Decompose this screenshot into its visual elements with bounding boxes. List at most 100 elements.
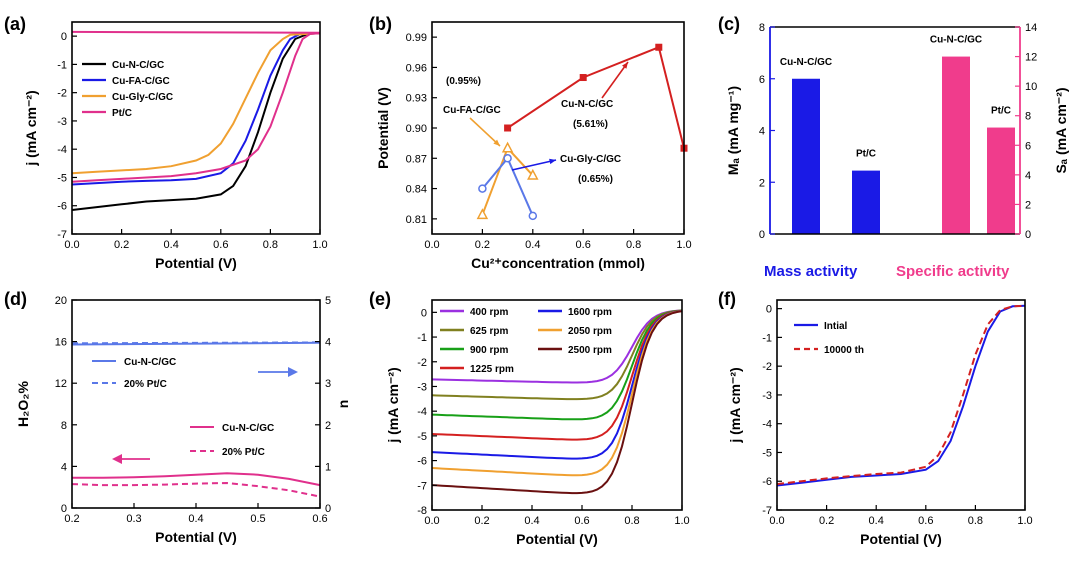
panel-a-ytick-label: -7: [57, 229, 67, 241]
panel-b-marker-triangle: [501, 141, 514, 153]
panel-e-ytick-label: -8: [417, 505, 427, 517]
panel-d-arrow-left-head: [112, 454, 122, 464]
panel-b-xtick-label: 0.8: [626, 239, 641, 251]
panel-b-annotation: Cu-FA-C/GC: [443, 105, 501, 116]
panel-e-legend-label: 2050 rpm: [568, 326, 612, 337]
panel-a-xlabel: Potential (V): [155, 255, 237, 271]
panel-label-d: (d): [4, 289, 27, 309]
panel-e-legend-label: 1600 rpm: [568, 307, 612, 318]
panel-f-ytick-label: 0: [766, 304, 772, 316]
panel-b-marker-square: [579, 74, 587, 82]
panel-b-ytick-label: 0.87: [406, 153, 427, 165]
panel-d-ytick-right-label: 5: [325, 295, 331, 307]
panel-b-arrow-orange: [469, 117, 501, 147]
panel-a-series-line: [71, 30, 321, 34]
panel-a-legend-label: Cu-Gly-C/GC: [112, 92, 173, 103]
panel-b-ytick-label: 0.81: [406, 214, 427, 226]
panel-e-ytick-label: -4: [417, 406, 427, 418]
panel-b-xlabel: Cu²⁺concentration (mmol): [471, 255, 645, 271]
panel-e-axes-frame: [431, 299, 683, 511]
panel-f-legend-label: 10000 th: [824, 345, 864, 356]
panel-f-series-line: [776, 304, 1026, 486]
panel-a-ytick-label: -5: [57, 172, 67, 184]
panel-f-xlabel: Potential (V): [860, 531, 942, 547]
panel-label-f: (f): [718, 289, 736, 309]
panel-e-legend-label: 900 rpm: [470, 345, 508, 356]
panel-e-series-line: [431, 309, 683, 401]
panel-d-ytick-label: 12: [55, 378, 67, 390]
panel-e-ytick-label: -7: [417, 480, 427, 492]
panel-d-series-line: [71, 481, 321, 498]
panel-e-ylabel: j (mA cm⁻²): [385, 367, 401, 443]
panel-a-series-line: [71, 32, 321, 183]
panel-f-xtick-label: 1.0: [1017, 515, 1032, 527]
panel-f-axes-frame: [776, 299, 1026, 511]
panel-b-ytick-label: 0.93: [406, 93, 427, 105]
panel-b-marker-circle: [503, 154, 512, 163]
caption-mass-activity: Mass activity: [764, 263, 858, 280]
panel-label-c: (c): [718, 14, 740, 34]
panel-d-ytick-right-label: 4: [325, 337, 331, 349]
panel-e-xtick-label: 0.4: [524, 515, 539, 527]
panel-e-series-line: [431, 309, 683, 460]
panel-b-series-line: [507, 45, 685, 149]
panel-label-b: (b): [369, 14, 392, 34]
panel-c-bar-label: Cu-N-C/GC: [780, 57, 832, 68]
panel-d-ytick-right-label: 3: [325, 378, 331, 390]
panel-d-ytick-label: 20: [55, 295, 67, 307]
panel-e-series-line: [431, 309, 683, 421]
panel-d-xtick-label: 0.3: [126, 513, 141, 525]
panel-c-ytick-right-label: 0: [1025, 229, 1031, 241]
panel-d-series-line: [72, 472, 321, 487]
panel-b-marker-triangle: [527, 168, 539, 180]
panel-f-ytick-label: -5: [762, 447, 772, 459]
panel-e-xlabel: Potential (V): [516, 531, 598, 547]
panel-e-xtick-label: 0.0: [424, 515, 439, 527]
panel-d-ylabel-left: H₂O₂%: [15, 381, 31, 427]
panel-d-legend-label: Cu-N-C/GC: [222, 423, 274, 434]
panel-a-xtick-label: 0.0: [64, 239, 79, 251]
panel-c-bar: [987, 127, 1015, 234]
panel-d-ytick-right-label: 0: [325, 503, 331, 515]
panel-e-xtick-label: 0.6: [574, 515, 589, 527]
panel-a-xtick-label: 0.8: [263, 239, 278, 251]
panel-e-legend-label: 2500 rpm: [568, 345, 612, 356]
panel-c-ytick-right-label: 8: [1025, 111, 1031, 123]
panel-d-series-line: [71, 341, 321, 345]
panel-b-ytick-label: 0.90: [406, 123, 427, 135]
panel-e-series-line: [431, 309, 683, 384]
panel-b-annotation: (5.61%): [573, 119, 608, 130]
panel-e-legend-label: 1225 rpm: [470, 364, 514, 375]
panel-e-ytick-label: -3: [417, 381, 427, 393]
panel-b-arrow-blue: [511, 159, 557, 171]
panel-c-ytick-label: 6: [759, 74, 765, 86]
panel-d-ytick-label: 16: [55, 337, 67, 349]
panel-b-xtick-label: 0.6: [576, 239, 591, 251]
panel-b-ytick-label: 0.96: [406, 62, 427, 74]
panel-c-ytick-right-label: 6: [1025, 140, 1031, 152]
panel-d-ytick-right-label: 2: [325, 420, 331, 432]
panel-a-xtick-label: 0.4: [164, 239, 179, 251]
panel-b-ylabel: Potential (V): [375, 87, 391, 169]
panel-b-arrow-red-head: [622, 62, 628, 69]
panel-e-ytick-label: -2: [417, 357, 427, 369]
panel-d-xtick-label: 0.6: [312, 513, 327, 525]
panel-e-ytick-label: -6: [417, 456, 427, 468]
panel-d-legend-label: Cu-N-C/GC: [124, 357, 176, 368]
panel-a-legend-label: Pt/C: [112, 108, 132, 119]
panel-d-xtick-label: 0.2: [64, 513, 79, 525]
panel-a-ytick-label: -2: [57, 88, 67, 100]
panel-f-ylabel: j (mA cm⁻²): [727, 367, 743, 443]
panel-b-xtick-label: 0.2: [475, 239, 490, 251]
panel-e-series-line: [431, 309, 683, 441]
panel-a-series-line: [71, 32, 321, 211]
panel-b-marker-circle: [478, 184, 487, 193]
panel-c-ytick-right-label: 10: [1025, 81, 1037, 93]
panel-b-annotation: (0.65%): [578, 174, 613, 185]
panel-e-series-line: [431, 310, 683, 477]
panel-a-xtick-label: 1.0: [312, 239, 327, 251]
panel-c-ytick-label: 4: [759, 126, 765, 138]
panel-b-ytick-label: 0.84: [406, 184, 427, 196]
panel-b-marker-square: [504, 124, 512, 132]
panel-c-ylabel-right: Sₐ (mA cm⁻²): [1053, 87, 1069, 173]
